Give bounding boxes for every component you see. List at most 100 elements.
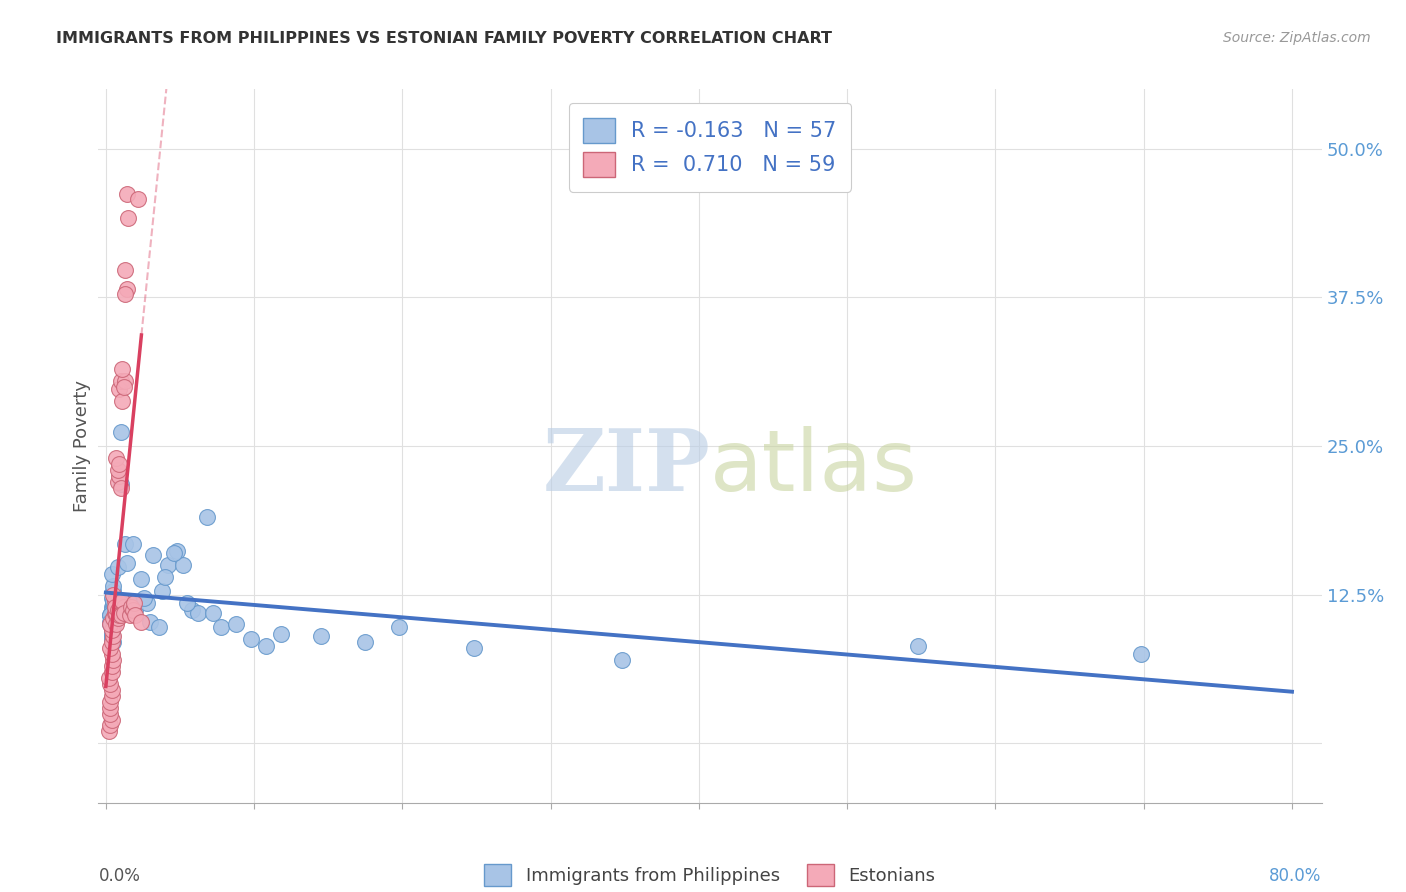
Point: [111, 393, 134, 408]
Point: [100, 627, 122, 641]
Point: [163, 546, 186, 560]
Point: [111, 361, 134, 376]
Point: [107, 603, 129, 617]
Point: [121, 536, 143, 550]
Point: [195, 510, 218, 524]
Point: [107, 611, 129, 625]
Y-axis label: Family Poverty: Family Poverty: [73, 380, 91, 512]
Point: [110, 374, 132, 388]
Point: [108, 607, 131, 622]
Point: [148, 620, 170, 634]
Point: [115, 186, 138, 201]
Point: [100, 629, 122, 643]
Point: [100, 682, 122, 697]
Point: [139, 615, 162, 629]
Text: 80.0%: 80.0%: [1270, 867, 1322, 885]
Point: [150, 584, 173, 599]
Point: [108, 382, 131, 396]
Point: [103, 611, 125, 625]
Point: [122, 596, 145, 610]
Point: [134, 591, 156, 606]
Point: [103, 653, 125, 667]
Point: [107, 475, 129, 489]
Point: [127, 192, 149, 206]
Point: [176, 596, 198, 610]
Point: [1129, 647, 1152, 661]
Point: [105, 599, 128, 614]
Point: [240, 632, 263, 646]
Point: [110, 425, 132, 439]
Point: [100, 635, 122, 649]
Point: [104, 606, 127, 620]
Point: [112, 599, 135, 614]
Point: [309, 629, 332, 643]
Point: [98, 700, 121, 714]
Point: [124, 603, 146, 617]
Point: [112, 379, 135, 393]
Point: [121, 603, 143, 617]
Point: [98, 607, 121, 622]
Point: [100, 713, 122, 727]
Point: [117, 211, 139, 225]
Point: [270, 627, 292, 641]
Point: [98, 718, 121, 732]
Point: [107, 463, 129, 477]
Point: [98, 615, 121, 629]
Text: Source: ZipAtlas.com: Source: ZipAtlas.com: [1223, 31, 1371, 45]
Point: [97, 724, 120, 739]
Point: [108, 457, 131, 471]
Point: [105, 606, 128, 620]
Point: [118, 607, 141, 622]
Point: [118, 596, 141, 610]
Point: [103, 620, 125, 634]
Point: [114, 536, 136, 550]
Text: atlas: atlas: [710, 425, 918, 509]
Point: [97, 671, 120, 685]
Point: [115, 282, 138, 296]
Point: [103, 596, 125, 610]
Point: [105, 617, 128, 632]
Point: [354, 635, 377, 649]
Point: [463, 641, 485, 656]
Point: [180, 603, 202, 617]
Point: [254, 639, 277, 653]
Point: [104, 607, 127, 622]
Point: [104, 599, 127, 614]
Point: [907, 639, 929, 653]
Point: [98, 617, 121, 632]
Point: [110, 596, 132, 610]
Point: [112, 606, 135, 620]
Point: [120, 599, 142, 614]
Legend: Immigrants from Philippines, Estonians: Immigrants from Philippines, Estonians: [477, 857, 943, 892]
Point: [100, 624, 122, 638]
Point: [166, 543, 188, 558]
Point: [103, 588, 125, 602]
Point: [114, 286, 136, 301]
Point: [98, 641, 121, 656]
Point: [100, 599, 122, 614]
Point: [211, 620, 233, 634]
Point: [98, 607, 121, 622]
Point: [114, 374, 136, 388]
Point: [131, 615, 153, 629]
Point: [100, 659, 122, 673]
Point: [98, 617, 121, 632]
Point: [187, 606, 209, 620]
Point: [110, 477, 132, 491]
Point: [105, 450, 128, 465]
Point: [131, 572, 153, 586]
Point: [114, 263, 136, 277]
Point: [388, 620, 411, 634]
Point: [172, 558, 194, 572]
Point: [100, 567, 122, 582]
Point: [142, 549, 165, 563]
Point: [103, 584, 125, 599]
Point: [201, 606, 224, 620]
Point: [157, 558, 180, 572]
Point: [111, 593, 134, 607]
Point: [104, 593, 127, 607]
Point: [98, 677, 121, 691]
Point: [98, 706, 121, 721]
Point: [225, 617, 247, 632]
Point: [103, 593, 125, 607]
